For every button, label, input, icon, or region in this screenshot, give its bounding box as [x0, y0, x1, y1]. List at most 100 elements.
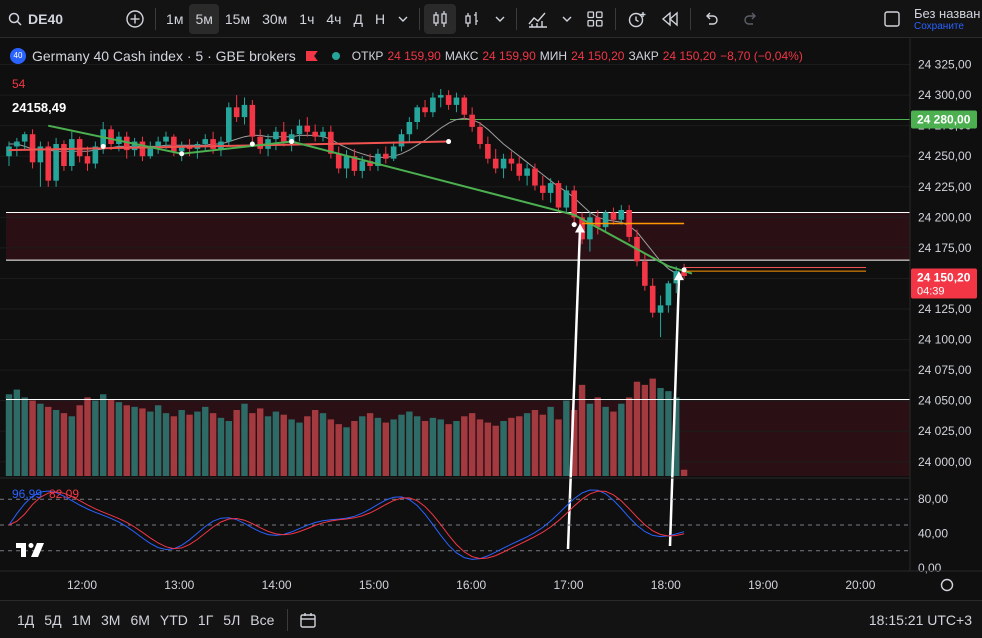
- volume-bar: [225, 421, 232, 476]
- range-button[interactable]: YTD: [159, 611, 188, 628]
- interval-button[interactable]: Д: [353, 10, 363, 27]
- candle-body: [610, 212, 617, 220]
- settings-gear-icon[interactable]: [940, 578, 954, 592]
- volume-bar: [673, 397, 680, 476]
- volume-bar: [154, 405, 162, 476]
- open-label: ОТКР: [351, 49, 384, 63]
- stochastic-pane: 96,99 82,09: [0, 477, 910, 560]
- interval-button[interactable]: 5м: [189, 3, 219, 34]
- candle-body: [343, 156, 350, 169]
- toolbar-divider: [615, 7, 617, 30]
- templates-button[interactable]: [579, 4, 611, 34]
- clock[interactable]: 18:15:21 UTC+3: [868, 612, 972, 628]
- volume-bar: [366, 413, 374, 476]
- volume-bar: [280, 414, 287, 476]
- range-button[interactable]: 6М: [130, 611, 150, 628]
- indicators-dropdown[interactable]: [555, 4, 579, 34]
- candle-body: [147, 146, 154, 157]
- price-tick-label: 24 000,00: [918, 455, 972, 469]
- candle-body: [540, 185, 546, 193]
- chevron-down-icon: [398, 16, 408, 22]
- volume-bar: [390, 419, 397, 476]
- time-tick-label: 19:00: [748, 578, 778, 592]
- candle-body: [296, 125, 303, 135]
- volume-bar: [610, 411, 617, 476]
- toolbar-divider: [690, 7, 692, 30]
- symbol-search-button[interactable]: DE40: [0, 4, 69, 34]
- candle-body: [312, 131, 318, 137]
- volume-bar: [186, 414, 193, 476]
- range-button[interactable]: 3М: [101, 611, 121, 628]
- alert-button[interactable]: [620, 4, 654, 34]
- volume-bar: [194, 411, 201, 476]
- layout-name-button[interactable]: Без назван Сохраните: [914, 7, 982, 32]
- calendar-icon: [300, 612, 317, 628]
- range-button[interactable]: 1Г: [197, 611, 214, 628]
- replay-button[interactable]: [654, 4, 686, 34]
- candle-body: [453, 97, 460, 105]
- legend-title[interactable]: Germany 40 Cash index · 5 · GBE brokers: [32, 48, 296, 64]
- flag-icon[interactable]: [305, 51, 318, 61]
- alarm-clock-icon: [628, 11, 646, 27]
- indicators-button[interactable]: [521, 4, 555, 34]
- range-button[interactable]: 1Д: [17, 611, 35, 628]
- undo-button[interactable]: [695, 4, 727, 34]
- candle-body: [657, 305, 664, 313]
- volume-bar: [351, 421, 358, 476]
- candle-body: [155, 141, 161, 147]
- interval-dropdown[interactable]: [391, 4, 415, 34]
- candle-body: [45, 146, 52, 181]
- redo-button[interactable]: [735, 4, 767, 34]
- volume-bar: [100, 394, 107, 476]
- volume-bar: [304, 416, 311, 476]
- compare-button[interactable]: [119, 4, 151, 34]
- volume-bar: [115, 402, 123, 476]
- candle-body: [359, 161, 366, 171]
- time-tick-label: 20:00: [845, 578, 875, 592]
- chart-style-button[interactable]: [456, 4, 488, 34]
- candle-body: [21, 134, 28, 142]
- candle-body: [139, 141, 146, 157]
- candle-body: [469, 114, 475, 127]
- stoch-tick-label: 80,00: [918, 492, 948, 506]
- tradingview-logo[interactable]: [16, 541, 48, 559]
- price-tick-label: 24 025,00: [918, 424, 972, 438]
- volume-bar: [37, 403, 44, 476]
- interval-button[interactable]: 4ч: [326, 10, 342, 27]
- volume-bar: [296, 422, 303, 476]
- interval-button[interactable]: 15м: [224, 10, 251, 27]
- time-tick-label: 12:00: [67, 578, 97, 592]
- volume-bar: [335, 424, 342, 476]
- top-toolbar: DE40 1м 5м 15м 30м 1ч 4ч Д Н Без на: [0, 0, 982, 38]
- candle-body: [500, 158, 507, 169]
- interval-button[interactable]: 1м: [166, 10, 184, 27]
- chart-legend: 40 Germany 40 Cash index · 5 · GBE broke…: [10, 48, 803, 64]
- candle-body: [587, 217, 593, 240]
- low-label: МИН: [539, 49, 568, 63]
- interval-button[interactable]: 30м: [262, 10, 288, 27]
- fullscreen-button[interactable]: [876, 4, 908, 34]
- volume-bar: [13, 389, 21, 476]
- volume-bar: [29, 400, 36, 476]
- volume-bar: [107, 399, 115, 476]
- volume-bar: [641, 384, 649, 476]
- volume-bar: [484, 422, 492, 476]
- chart-style-dropdown[interactable]: [488, 4, 512, 34]
- chart-type-candles-button[interactable]: [424, 3, 457, 34]
- range-button[interactable]: 1М: [71, 611, 92, 628]
- goto-date-button[interactable]: [292, 605, 324, 635]
- candle-body: [665, 283, 672, 306]
- candle-body: [532, 168, 538, 186]
- candle-body: [681, 271, 687, 276]
- range-button[interactable]: Все: [250, 611, 275, 628]
- rewind-icon: [662, 10, 678, 27]
- range-button[interactable]: 5Д: [44, 611, 62, 628]
- drawings: [8, 124, 866, 550]
- interval-button[interactable]: 1ч: [299, 10, 315, 27]
- candle-body: [390, 146, 397, 159]
- candle-body: [178, 146, 185, 152]
- volume-bar: [539, 414, 546, 476]
- range-button[interactable]: 5Л: [223, 611, 241, 628]
- interval-button[interactable]: Н: [374, 10, 386, 27]
